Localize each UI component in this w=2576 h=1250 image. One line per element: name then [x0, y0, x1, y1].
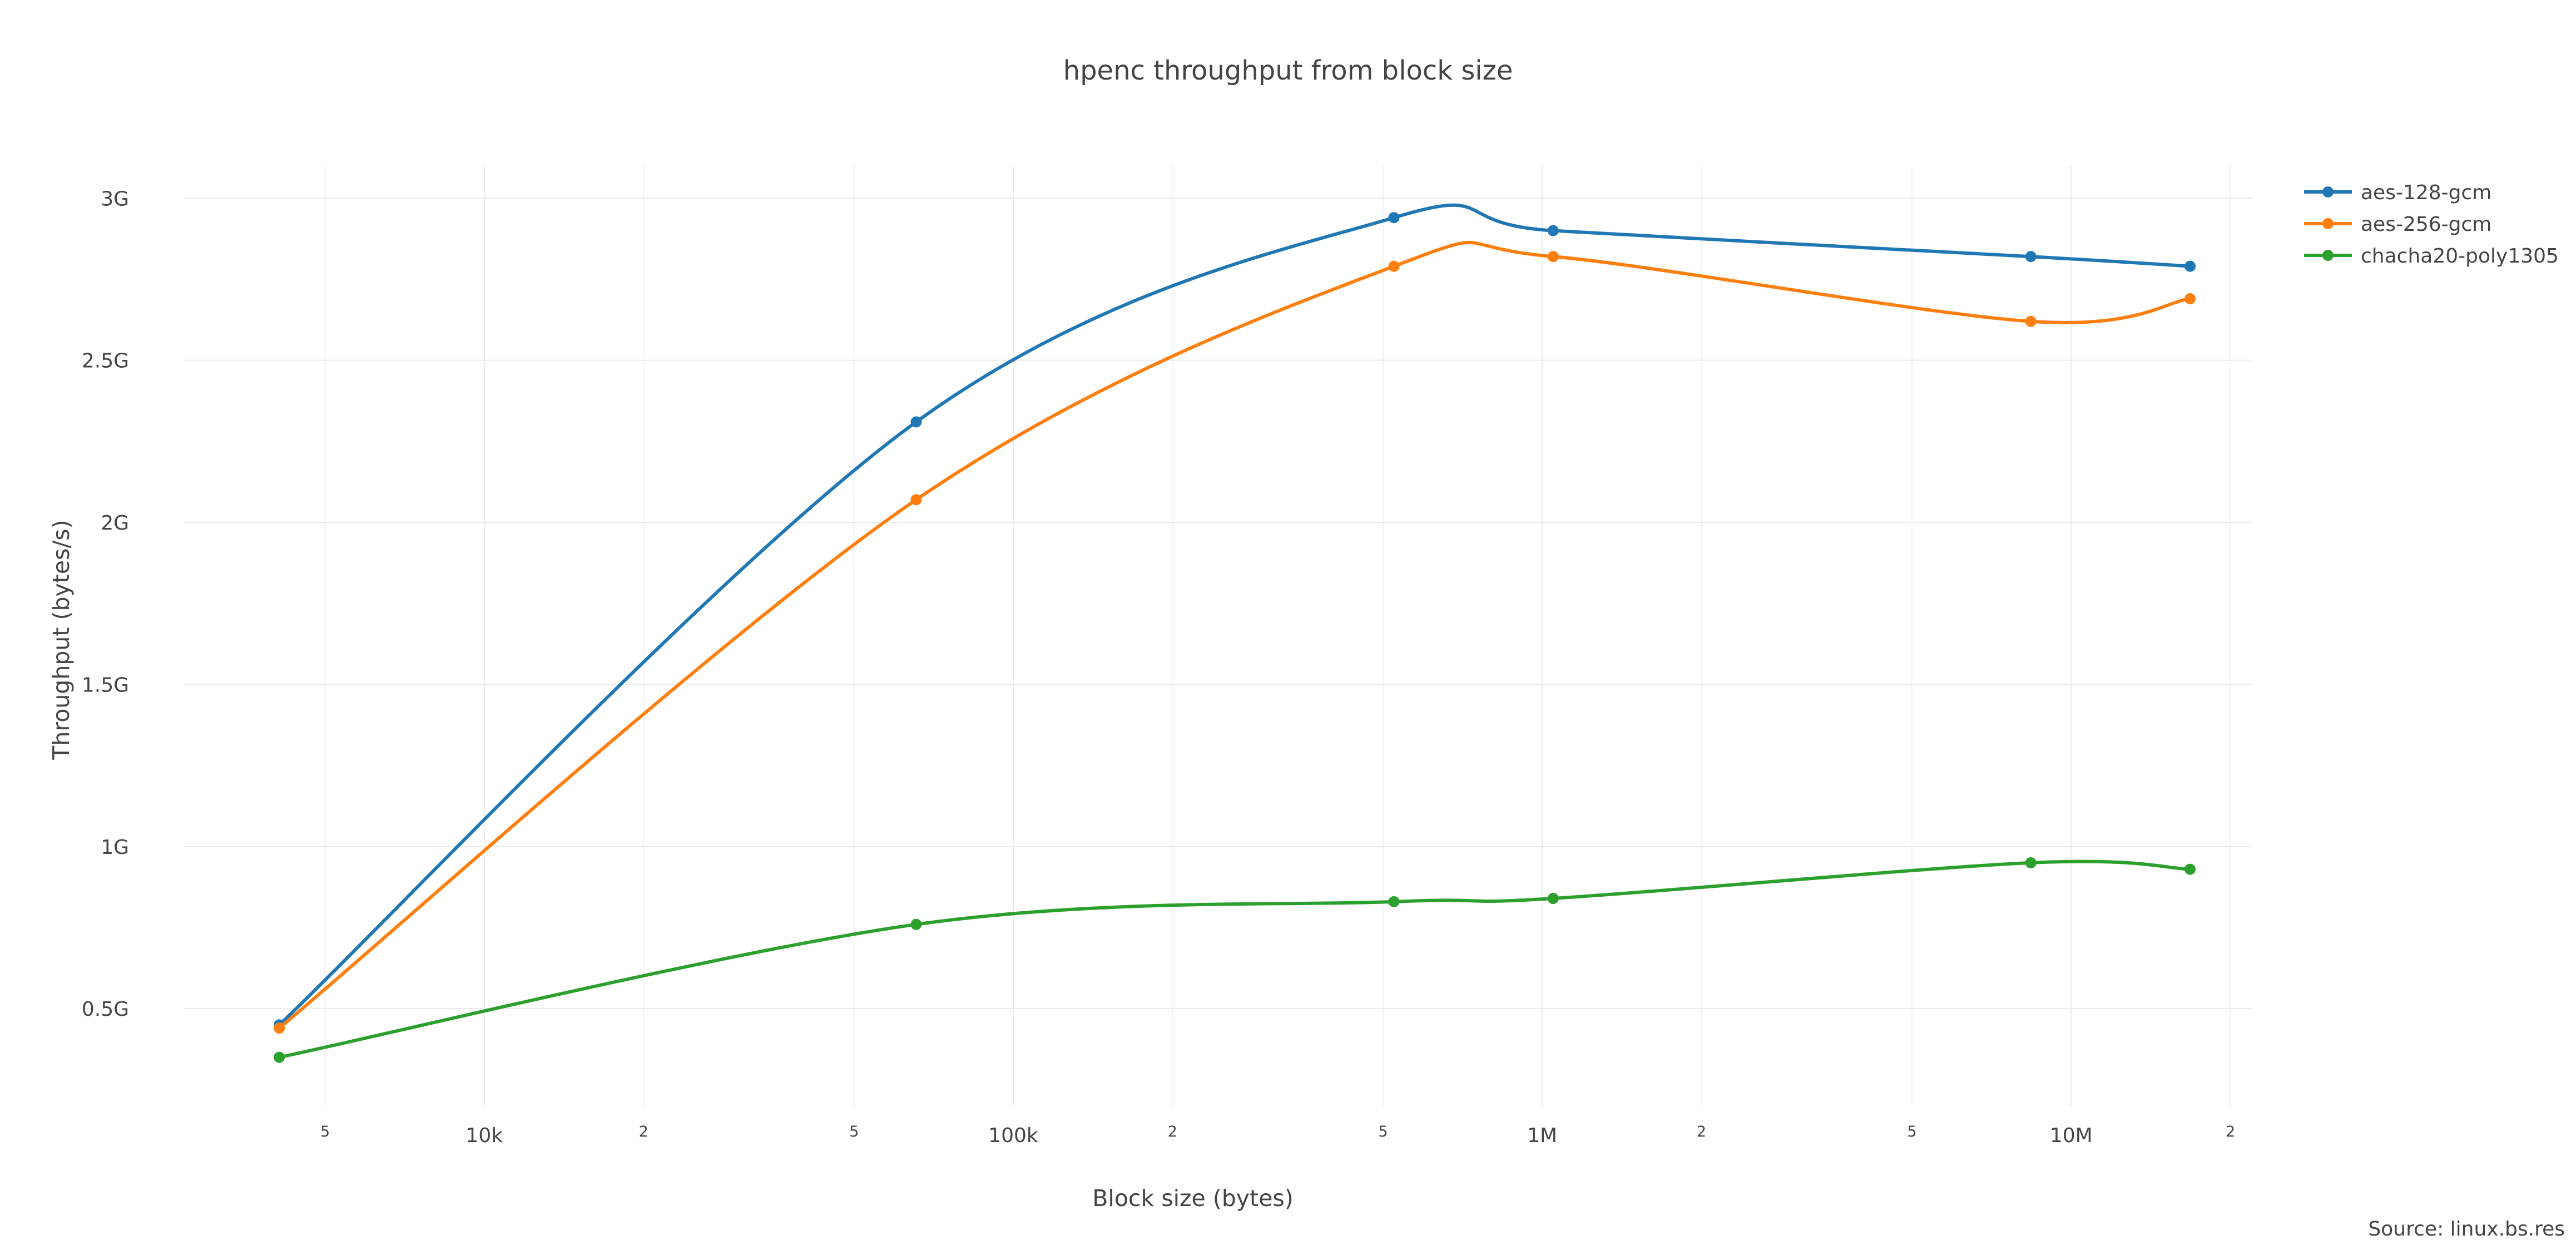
axis-layer: 10k 100k 1M 10M 5 2 5 2 5 2 5 2 0.5G 1G 1.5G 2G 2.5G 3G — [82, 187, 2235, 1147]
y-tick-label: 0.5G — [82, 998, 129, 1021]
chart-title: hpenc throughput from block size — [1063, 55, 1513, 86]
legend-entry: chacha20-poly1305 — [2304, 245, 2559, 268]
x-tick-label: 10k — [466, 1124, 503, 1147]
x-tick-label: 1M — [1527, 1124, 1557, 1147]
legend-label: chacha20-poly1305 — [2361, 245, 2559, 268]
series-line — [278, 859, 2192, 1059]
data-point — [2184, 863, 2196, 875]
y-tick-label: 3G — [101, 187, 129, 210]
legend: aes-128-gcm aes-256-gcm chacha20-poly1305 — [2304, 181, 2559, 268]
data-point — [1547, 893, 1559, 905]
data-point — [1547, 225, 1559, 236]
data-point — [2025, 857, 2037, 868]
x-minor-tick-label: 2 — [1168, 1123, 1177, 1140]
series-layer — [274, 203, 2196, 1063]
data-point — [2025, 251, 2037, 263]
legend-entry: aes-128-gcm — [2304, 181, 2491, 204]
x-minor-tick-label: 5 — [1907, 1123, 1916, 1140]
y-tick-label: 2G — [101, 512, 129, 535]
x-axis-title: Block size (bytes) — [1092, 1185, 1293, 1212]
x-minor-tick-label: 2 — [2226, 1123, 2235, 1140]
legend-entry: aes-256-gcm — [2304, 213, 2491, 236]
x-tick-label: 10M — [2050, 1124, 2093, 1147]
legend-marker — [2322, 186, 2334, 197]
data-point — [274, 1022, 285, 1034]
legend-label: aes-128-gcm — [2361, 181, 2491, 204]
y-tick-label: 1G — [101, 836, 129, 859]
data-point — [1388, 260, 1400, 272]
x-minor-tick-label: 5 — [1378, 1123, 1388, 1140]
data-point — [910, 416, 922, 428]
data-point — [274, 1051, 285, 1063]
data-point — [1388, 212, 1400, 224]
grid-layer — [184, 166, 2252, 1106]
data-point — [2025, 315, 2037, 327]
y-axis-title: Throughput (bytes/s) — [48, 520, 75, 760]
data-point — [1547, 251, 1559, 263]
legend-label: aes-256-gcm — [2361, 213, 2491, 236]
y-tick-label: 1.5G — [82, 674, 129, 696]
data-point — [1388, 896, 1400, 907]
series-aes-128-gcm — [274, 203, 2196, 1031]
x-tick-label: 100k — [988, 1124, 1038, 1147]
x-minor-tick-label: 2 — [1697, 1123, 1706, 1140]
data-point — [2184, 293, 2196, 304]
data-point — [2184, 260, 2196, 272]
legend-marker — [2322, 250, 2334, 261]
source-annotation: Source: linux.bs.res — [2368, 1218, 2565, 1241]
data-point — [910, 494, 922, 506]
x-minor-tick-label: 5 — [320, 1123, 330, 1140]
x-minor-tick-label: 2 — [639, 1123, 648, 1140]
x-minor-tick-label: 5 — [849, 1123, 859, 1140]
y-tick-label: 2.5G — [82, 350, 129, 373]
series-aes-256-gcm — [274, 240, 2196, 1034]
legend-marker — [2322, 218, 2334, 229]
series-chacha20-poly1305 — [274, 857, 2196, 1063]
data-point — [910, 918, 922, 930]
